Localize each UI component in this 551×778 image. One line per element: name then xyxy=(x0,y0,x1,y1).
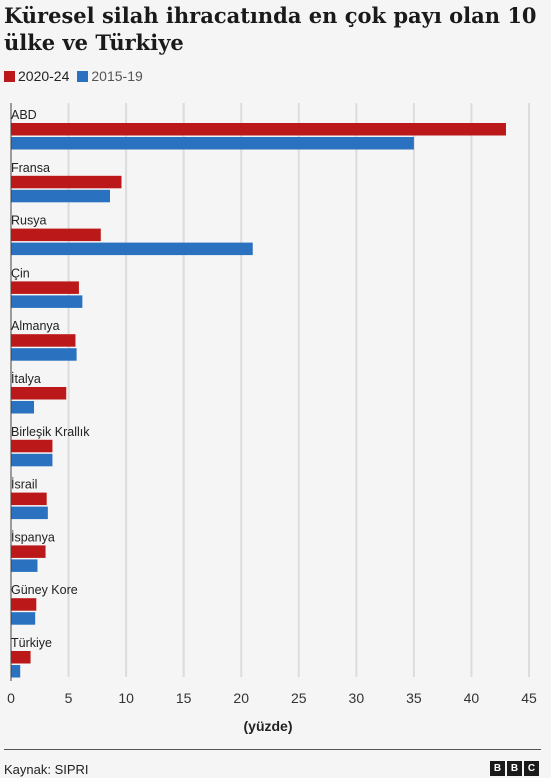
legend-item-2020-24: 2020-24 xyxy=(4,68,69,84)
legend-swatch-2020-24 xyxy=(4,70,15,82)
bar-2020-24 xyxy=(11,228,101,242)
bbc-logo: B B C xyxy=(490,761,539,776)
bar-2015-19 xyxy=(11,348,77,361)
category-label: İsrail xyxy=(11,478,37,492)
bar-2020-24 xyxy=(11,334,76,347)
category-label: İtalya xyxy=(11,372,41,386)
bar-2020-24 xyxy=(11,175,122,189)
source-note: Kaynak: SIPRI xyxy=(4,762,89,777)
bar-2020-24 xyxy=(11,281,79,294)
bar-2020-24 xyxy=(11,439,53,453)
bar-2015-19 xyxy=(11,506,48,520)
category-label: Türkiye xyxy=(11,636,52,650)
chart-title: Küresel silah ihracatında en çok payı ol… xyxy=(4,3,537,55)
category-label: ABD xyxy=(11,108,37,122)
bar-2020-24 xyxy=(11,545,46,558)
legend-item-2015-19: 2015-19 xyxy=(77,68,143,84)
bar-2020-24 xyxy=(11,123,506,136)
x-tick-label: 35 xyxy=(406,690,422,706)
bar-2015-19 xyxy=(11,137,414,150)
bar-2015-19 xyxy=(11,295,83,308)
legend-label-2015-19: 2015-19 xyxy=(91,68,143,84)
x-axis-title: (yüzde) xyxy=(244,718,293,734)
x-tick-label: 0 xyxy=(7,690,15,706)
category-label: Birleşik Krallık xyxy=(11,425,90,439)
bar-2015-19 xyxy=(11,665,21,678)
bar-2020-24 xyxy=(11,598,37,611)
category-label: İspanya xyxy=(11,530,55,544)
x-tick-label: 40 xyxy=(464,690,480,706)
bar-2015-19 xyxy=(11,612,36,625)
legend-swatch-2015-19 xyxy=(77,70,89,82)
bar-chart: ABD Fransa Rusya Çin Almanya İtalya Birleşik K… xyxy=(7,103,537,734)
bbc-logo-letter: C xyxy=(524,761,539,776)
bar-2020-24 xyxy=(11,387,67,400)
bar-2015-19 xyxy=(11,453,53,467)
x-tick-label: 5 xyxy=(65,690,73,706)
legend: 2020-24 2015-19 xyxy=(4,68,143,84)
x-tick-label: 25 xyxy=(291,690,307,706)
bbc-logo-letter: B xyxy=(490,761,505,776)
legend-label-2020-24: 2020-24 xyxy=(18,68,70,84)
x-tick-label: 45 xyxy=(521,690,537,706)
bar-2015-19 xyxy=(11,401,35,414)
bar-2020-24 xyxy=(11,651,31,664)
category-label: Rusya xyxy=(11,214,46,228)
bar-2020-24 xyxy=(11,492,47,506)
category-label: Güney Kore xyxy=(11,583,78,597)
x-tick-label: 30 xyxy=(349,690,365,706)
bar-2015-19 xyxy=(11,242,253,256)
category-label: Almanya xyxy=(11,319,60,333)
x-tick-label: 15 xyxy=(176,690,192,706)
x-tick-label: 20 xyxy=(233,690,249,706)
bbc-logo-letter: B xyxy=(507,761,522,776)
footer-divider xyxy=(4,749,541,750)
bar-2015-19 xyxy=(11,559,38,572)
x-tick-label: 10 xyxy=(118,690,134,706)
category-label: Çin xyxy=(11,266,30,280)
category-label: Fransa xyxy=(11,161,50,175)
bar-2015-19 xyxy=(11,189,110,203)
